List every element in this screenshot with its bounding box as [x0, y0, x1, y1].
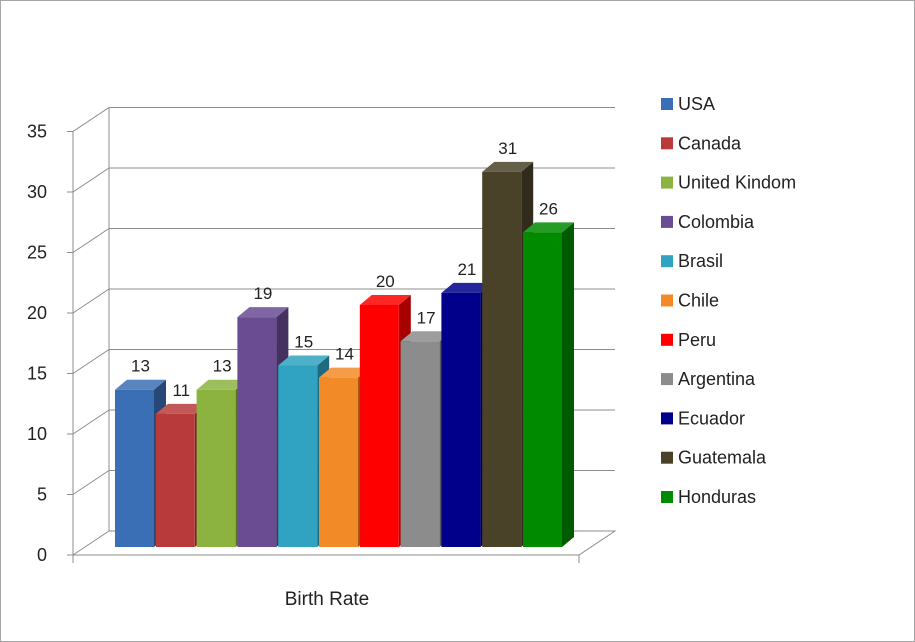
legend-swatch: [661, 137, 673, 150]
data-label: 20: [376, 272, 395, 291]
y-tick-label: 20: [27, 303, 47, 323]
y-tick-label: 0: [37, 545, 47, 565]
legend-label: Guatemala: [678, 448, 767, 468]
legend-label: Canada: [678, 133, 742, 153]
legend-label: Ecuador: [678, 408, 745, 428]
y-tick-label: 10: [27, 424, 47, 444]
legend-swatch: [661, 255, 673, 268]
y-tick-label: 25: [27, 243, 47, 263]
y-tick-label: 35: [27, 122, 47, 142]
legend-label: Colombia: [678, 212, 755, 232]
y-tick-label: 15: [27, 364, 47, 384]
gridline: [72, 167, 615, 193]
legend-swatch: [661, 333, 673, 346]
legend-label: USA: [678, 94, 715, 114]
legend-swatch: [661, 412, 673, 425]
x-category-label: Birth Rate: [285, 589, 369, 610]
data-label: 21: [457, 260, 476, 279]
data-label: 13: [131, 357, 150, 376]
gridline: [72, 107, 615, 132]
data-label: 17: [417, 308, 436, 327]
data-label: 14: [335, 345, 354, 364]
legend-label: United Kindom: [678, 173, 796, 193]
legend-label: Chile: [678, 291, 719, 311]
data-label: 15: [294, 333, 313, 352]
legend-label: Peru: [678, 330, 716, 350]
legend-swatch: [661, 491, 673, 503]
legend-swatch: [661, 294, 673, 307]
legend-swatch: [661, 98, 673, 110]
legend-swatch: [661, 215, 673, 228]
legend-label: Brasil: [678, 251, 723, 271]
legend-label: Argentina: [678, 369, 756, 389]
legend-swatch: [661, 451, 673, 464]
y-tick-label: 5: [37, 485, 47, 505]
legend-swatch: [661, 176, 673, 189]
data-label: 19: [253, 284, 272, 303]
y-tick-label: 30: [27, 182, 47, 202]
data-label: 31: [498, 139, 517, 158]
data-label: 11: [172, 381, 190, 400]
legend-label: Honduras: [678, 487, 756, 507]
legend-swatch: [661, 373, 673, 386]
data-label: 26: [539, 199, 558, 218]
bar-honduras: [523, 222, 574, 547]
data-label: 13: [213, 357, 232, 376]
